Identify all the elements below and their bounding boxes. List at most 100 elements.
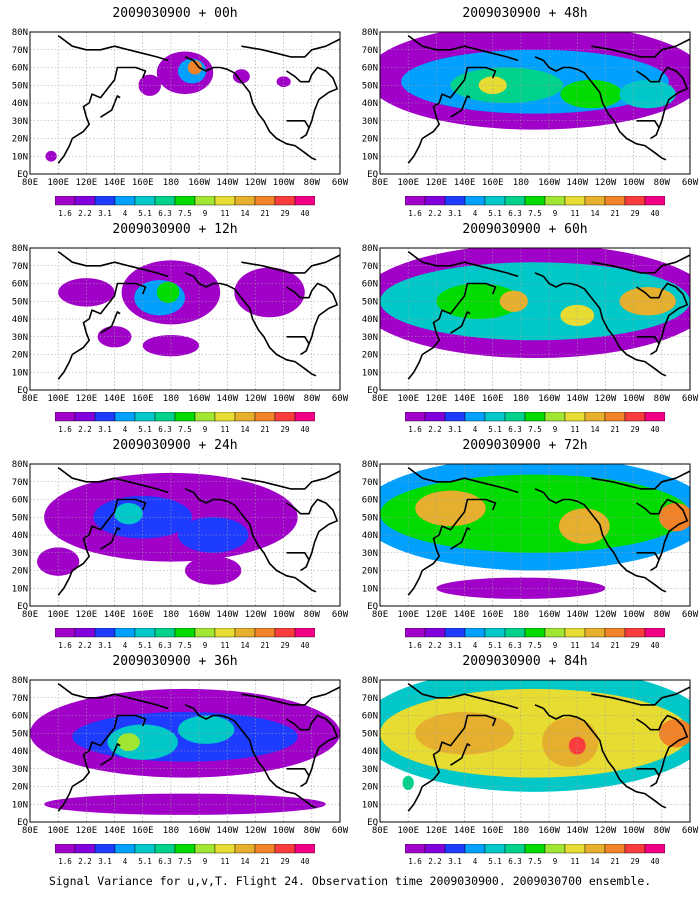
coastline [57, 34, 169, 62]
shading-layer [380, 464, 690, 599]
colorbar-swatch [154, 844, 176, 854]
x-tick-label: 120E [426, 826, 448, 836]
coastline [438, 282, 497, 320]
grid-lines [30, 680, 340, 822]
panel-title: 2009030900 + 60h [462, 222, 588, 237]
x-tick-label: 160E [482, 826, 504, 836]
x-tick-label: 160W [188, 394, 210, 404]
heatmap-plot: 80E 100E 120E 140E 160E 180 160W 140W 120W 100W 80… [12, 244, 349, 404]
grid-lines [380, 248, 690, 390]
coastline [534, 488, 667, 593]
colorbar: 1.6 2.2 3.1 4 5.1 6.3 7.5 9 11 14 21 29 40 [55, 196, 315, 218]
x-tick-label: 140E [104, 826, 126, 836]
coastline [241, 38, 340, 58]
plot-frame [29, 679, 341, 823]
forecast-panel: 2009030900 + 00h 80E 100E 120E 140E 160E 180 16… [10, 6, 349, 218]
colorbar-label: 40 [650, 209, 660, 218]
x-tick-label: 120E [76, 178, 98, 188]
colorbar-swatch [194, 412, 216, 422]
x-tick-label: 140W [216, 394, 238, 404]
colorbar-label: 4 [473, 209, 478, 218]
colorbar-label: 14 [240, 641, 250, 650]
x-tick-label: 80E [372, 394, 388, 404]
colorbar-label: 40 [300, 209, 310, 218]
x-tick-label: 160E [132, 826, 154, 836]
y-tick-label: EQ [367, 170, 378, 180]
y-tick-label: 30N [362, 765, 378, 775]
colorbar-label: 4 [123, 641, 128, 650]
coastline [636, 498, 689, 561]
coastline [286, 552, 310, 572]
coastline [407, 34, 519, 62]
colorbar: 1.6 2.2 3.1 4 5.1 6.3 7.5 9 11 14 21 29 40 [405, 628, 665, 650]
x-tick-label: 140E [454, 826, 476, 836]
coastlines [407, 34, 690, 164]
colorbar-label: 3.1 [448, 857, 462, 866]
x-tick-label: 120E [76, 610, 98, 620]
colorbar-label: 40 [300, 641, 310, 650]
x-tick-label: 60W [682, 394, 699, 404]
colorbar-swatch [74, 196, 96, 206]
y-tick-label: 70N [362, 478, 378, 488]
x-tick-label: 140W [216, 178, 238, 188]
colorbar-label: 2.2 [78, 209, 92, 218]
colorbar-label: 4 [123, 209, 128, 218]
colorbar-swatch [464, 628, 486, 638]
y-tick-label: 60N [362, 712, 378, 722]
colorbar-label: 11 [570, 425, 579, 434]
x-tick-label: 120W [595, 826, 617, 836]
coastline [184, 704, 317, 809]
y-tick-label: 30N [12, 549, 28, 559]
colorbar-swatch [424, 628, 446, 638]
y-tick-label: 80N [362, 28, 378, 38]
coastlines [407, 682, 690, 812]
colorbar-swatch [254, 196, 276, 206]
heatmap-plot: 80E 100E 120E 140E 160E 180 160W 140W 120W 100W 80… [12, 460, 349, 620]
coastline [286, 66, 339, 129]
variance-region [37, 547, 80, 576]
forecast-panel: 2009030900 + 84h 80E 100E 120E 140E 160E 180 16… [360, 654, 699, 866]
plot-frame [29, 31, 341, 175]
colorbar-swatch [424, 196, 446, 206]
x-tick-label: 140W [566, 610, 588, 620]
colorbar-label: 5.1 [138, 209, 152, 218]
colorbar-swatch [214, 628, 236, 638]
y-tick-label: 50N [12, 513, 28, 523]
colorbar-swatch [55, 844, 76, 854]
colorbar-label: 14 [590, 209, 600, 218]
y-tick-label: 20N [362, 351, 378, 361]
colorbar-label: 6.3 [158, 641, 172, 650]
x-tick-label: 140W [216, 826, 238, 836]
x-tick-label: 60W [682, 826, 699, 836]
colorbar-label: 5.1 [138, 641, 152, 650]
x-tick-label: 80W [304, 826, 321, 836]
variance-region [619, 79, 676, 109]
colorbar-label: 29 [630, 425, 639, 434]
forecast-panel: 2009030900 + 60h 80E 100E 120E 140E 160E 180 16… [360, 222, 699, 434]
colorbar-swatch [564, 412, 586, 422]
y-tick-label: 30N [12, 333, 28, 343]
colorbar-label: 3.1 [448, 641, 462, 650]
x-tick-label: 120W [595, 610, 617, 620]
coastline [636, 552, 660, 572]
coastline [591, 470, 690, 490]
y-tick-label: 20N [362, 135, 378, 145]
x-tick-label: 180 [513, 826, 529, 836]
coastline [407, 102, 440, 164]
y-tick-label: 60N [362, 64, 378, 74]
x-tick-label: 140E [454, 610, 476, 620]
x-tick-label: 80W [654, 826, 671, 836]
colorbar-swatch [644, 628, 665, 638]
plot-frame [379, 679, 691, 823]
x-tick-label: 140E [104, 178, 126, 188]
colorbar-label: 11 [570, 641, 579, 650]
coastlines [57, 682, 340, 812]
colorbar-swatch [294, 412, 315, 422]
coastline [88, 498, 147, 536]
x-tick-label: 140W [566, 394, 588, 404]
x-tick-label: 160W [538, 394, 560, 404]
y-tick-label: 40N [362, 315, 378, 325]
colorbar-label: 14 [590, 425, 600, 434]
colorbar-label: 5.1 [138, 857, 152, 866]
colorbar-label: 29 [280, 857, 289, 866]
